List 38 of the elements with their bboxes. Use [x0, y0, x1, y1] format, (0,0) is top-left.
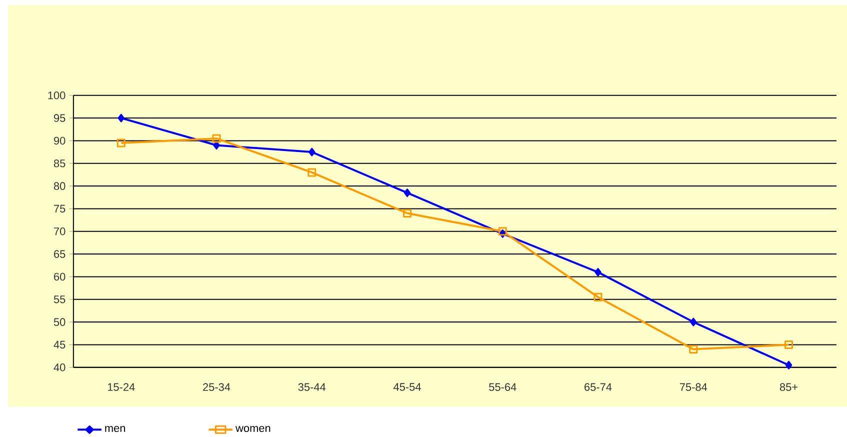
point [308, 148, 316, 156]
x-tick-label: 35-44 [298, 382, 326, 391]
y-tick-label: 90 [54, 136, 66, 144]
y-tick-label: 65 [54, 250, 66, 258]
point [594, 292, 602, 302]
y-tick-label: 95 [54, 114, 66, 122]
y-tick-label: 50 [54, 318, 66, 326]
point [118, 114, 124, 122]
x-tick-label: 15-24 [108, 382, 135, 391]
x-tick-label: 75-84 [680, 382, 708, 391]
point [785, 360, 792, 370]
y-tick-label: 80 [54, 182, 66, 190]
point [308, 168, 316, 177]
y-tick-label: 40 [54, 363, 66, 372]
x-tick-label: 25-34 [203, 382, 230, 391]
y-tick-label: 75 [54, 204, 66, 212]
y-tick-label: 60 [54, 272, 66, 280]
point [690, 318, 697, 326]
x-tick-label: 55-64 [489, 382, 516, 391]
point [116, 138, 126, 148]
point [212, 134, 221, 143]
y-tick-label: 70 [54, 227, 66, 236]
y-tick-label: 100 [48, 91, 66, 100]
point [784, 340, 794, 349]
x-tick-label: 85+ [780, 382, 798, 391]
point [594, 268, 602, 276]
x-tick-label: 45-54 [393, 382, 421, 391]
point [689, 344, 698, 354]
x-tick-label: 65-74 [584, 382, 612, 391]
legend-label: women [236, 426, 270, 432]
y-tick-label: 55 [54, 295, 66, 304]
y-tick-label: 85 [54, 159, 66, 168]
legend-label: men [105, 426, 126, 432]
y-tick-label: 45 [54, 340, 66, 348]
point [404, 188, 411, 197]
point [403, 208, 412, 218]
point [498, 226, 507, 236]
point [213, 140, 220, 150]
